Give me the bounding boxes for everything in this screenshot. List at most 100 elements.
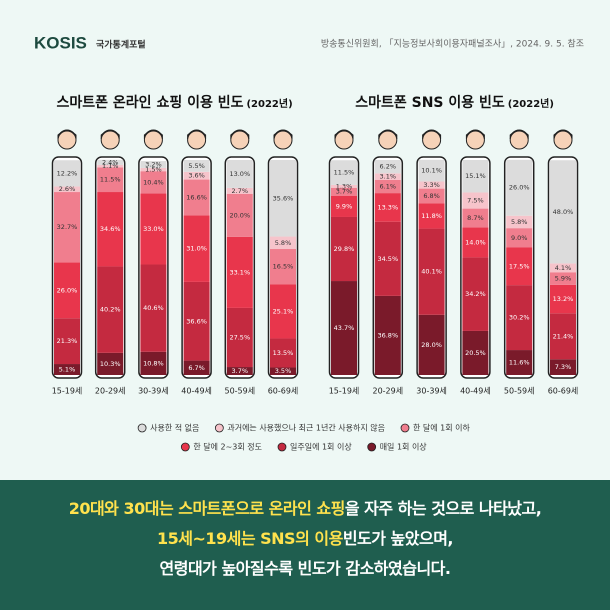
value-label: 31.0%: [186, 245, 207, 253]
bar-segment: [506, 285, 533, 351]
bar-segment: [54, 160, 80, 187]
legend-label: 한 달에 2~3회 정도: [193, 442, 262, 452]
face: [465, 130, 485, 150]
bar-segment: [97, 266, 124, 353]
bar-segment: [183, 179, 210, 216]
chart-area: KOSIS 국가통계포털 방송통신위원회, 「지능정보사회이용자패널조사」, 2…: [34, 33, 584, 452]
value-label: 5.1%: [59, 366, 76, 374]
chart-title: 스마트폰 온라인 쇼핑 이용 빈도: [57, 94, 244, 111]
bar-segment: [550, 160, 576, 264]
hair: [57, 129, 77, 140]
value-label: 6.2%: [380, 163, 397, 171]
bar-segment: [418, 314, 445, 375]
legend-item: 사용한 적 없음: [137, 423, 199, 433]
x-tick-label: 20-29세: [95, 387, 126, 396]
bar-segment: [418, 188, 445, 204]
bar-segment: [140, 351, 167, 375]
value-label: 11.5%: [334, 169, 355, 177]
value-label: 21.4%: [553, 332, 574, 340]
bar-stack: [183, 160, 210, 375]
value-label: 40.2%: [100, 306, 121, 314]
value-label: 48.0%: [553, 208, 574, 216]
face: [100, 130, 120, 150]
bar-segment: [462, 257, 489, 331]
bar-segment: [140, 171, 167, 194]
value-label: 26.0%: [509, 184, 530, 192]
face: [230, 130, 250, 150]
bar-segment: [183, 171, 210, 180]
value-label: 13.0%: [229, 170, 250, 178]
value-label: 3.7%: [232, 367, 249, 375]
face: [553, 130, 573, 150]
bar-segment: [462, 227, 489, 258]
bar-stack: [374, 160, 401, 375]
bar-segment: [506, 215, 533, 229]
bar-segment: [140, 193, 167, 265]
value-label: 26.0%: [57, 286, 78, 294]
value-label: 20.0%: [229, 211, 250, 219]
bar-stack: [54, 160, 80, 375]
bar-segment: [140, 264, 167, 352]
logo-sub: 국가통계포털: [96, 39, 146, 51]
value-label: 40.6%: [143, 304, 164, 312]
legend-swatch: [180, 442, 190, 452]
bar-segment: [97, 167, 124, 193]
bar-segment: [462, 330, 489, 375]
value-label: 29.8%: [334, 245, 355, 253]
value-label: 9.9%: [336, 202, 353, 210]
value-label: 11.5%: [100, 176, 121, 184]
x-tick-label: 30-39세: [416, 387, 447, 396]
value-label: 32.7%: [57, 223, 78, 231]
value-label: 1.1%: [102, 162, 119, 170]
hair: [143, 129, 163, 140]
x-tick-label: 15-19세: [329, 387, 360, 396]
value-label: 34.5%: [377, 255, 398, 263]
value-label: 25.1%: [273, 307, 294, 315]
bar-stack: [550, 160, 576, 375]
chart-subtitle: (2022년): [246, 97, 292, 110]
value-label: 13.5%: [273, 349, 294, 357]
bar-segment: [374, 179, 401, 194]
legend-swatch: [277, 442, 287, 452]
bar-segment: [550, 313, 576, 360]
chart-title: 스마트폰 SNS 이용 빈도: [355, 94, 505, 111]
value-label: 33.1%: [229, 268, 250, 276]
hair: [378, 129, 398, 140]
footer-line: 20대와 30대는 스마트폰으로 온라인 쇼핑을 자주 하는 것으로 나타났고,: [0, 494, 610, 524]
bar-segment: [270, 284, 296, 339]
value-label: 6.8%: [423, 192, 440, 200]
value-label: 2.4%: [102, 158, 119, 166]
value-label: 40.1%: [421, 268, 442, 276]
bar-segment: [418, 203, 445, 229]
value-label: 7.3%: [555, 363, 572, 371]
x-tick-label: 50-59세: [224, 387, 255, 396]
bar-segment: [97, 352, 124, 375]
legend-item: 한 달에 1회 이하: [400, 423, 471, 433]
value-label: 5.9%: [555, 275, 572, 283]
bar-segment: [550, 272, 576, 285]
bar-segment: [226, 193, 253, 237]
x-tick-label: 60-69세: [268, 387, 299, 396]
bar-segment: [226, 367, 253, 375]
bar-segment: [374, 160, 401, 174]
legend-swatch: [400, 423, 410, 433]
footer-line: 15세~19세는 SNS의 이용빈도가 높았으며,: [0, 524, 610, 554]
value-label: 5.8%: [275, 239, 292, 247]
value-label: 13.2%: [553, 295, 574, 303]
value-label: 3.6%: [188, 172, 205, 180]
value-label: 36.6%: [186, 317, 207, 325]
bar-segment: [183, 160, 210, 172]
face: [273, 130, 293, 150]
legend-label: 과거에는 사용했으나 최근 1년간 사용하지 않음: [227, 423, 385, 433]
bar-stack: [97, 159, 124, 375]
x-tick-label: 30-39세: [138, 387, 169, 396]
value-label: 15.1%: [465, 172, 486, 180]
value-label: 6.1%: [380, 183, 397, 191]
footer-highlight: 15세~19세는 SNS의 이용: [156, 529, 343, 548]
bar-segment: [270, 160, 296, 237]
bar-stack: [418, 159, 445, 375]
bar-segment: [331, 281, 357, 375]
bar-segment: [226, 236, 253, 308]
bar-segment: [374, 193, 401, 222]
